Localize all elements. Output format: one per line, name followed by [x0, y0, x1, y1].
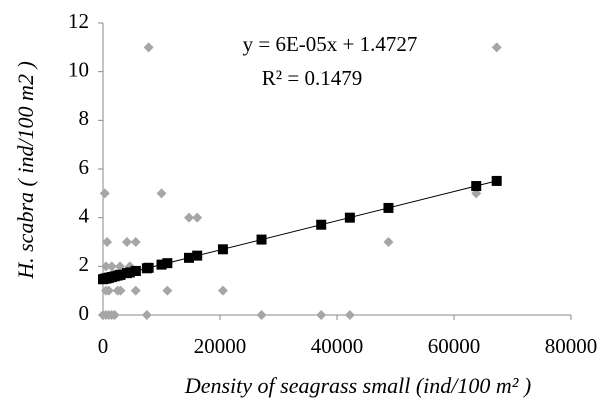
predicted-point [491, 175, 502, 186]
observed-point [183, 212, 194, 223]
x-tick-label: 40000 [311, 334, 364, 358]
observed-point [156, 188, 167, 199]
observed-point [121, 237, 132, 247]
predicted-point [344, 212, 355, 223]
observed-point [109, 310, 120, 320]
observed-point [162, 285, 173, 296]
observed-point [192, 212, 203, 223]
predicted-point [383, 202, 394, 213]
x-axis-title: Density of seagrass small (ind/100 m² ) [184, 373, 531, 398]
predicted-point [143, 262, 154, 273]
observed-point [100, 261, 111, 272]
predicted-point [183, 252, 194, 263]
x-tick-label: 0 [98, 334, 109, 358]
predicted-point [192, 250, 203, 261]
predicted-point [162, 258, 173, 269]
predicted-point [316, 219, 327, 230]
observed-point [491, 42, 502, 53]
x-tick-label: 20000 [194, 334, 247, 358]
r-squared: R² = 0.1479 [262, 66, 362, 90]
y-axis-title: H. scabra ( ind/100 m2 ) [13, 61, 38, 280]
predicted-point [130, 265, 141, 276]
predicted-point [471, 181, 482, 192]
y-tick-label: 6 [79, 155, 90, 179]
observed-point [141, 310, 152, 320]
predicted-point [256, 234, 267, 245]
y-tick-label: 8 [79, 106, 90, 130]
observed-point [102, 237, 113, 247]
predicted-point [156, 259, 167, 270]
equation: y = 6E-05x + 1.4727 [243, 32, 418, 56]
observed-point [344, 310, 355, 320]
observed-point [256, 310, 267, 320]
y-tick-label: 0 [79, 301, 90, 325]
y-tick-label: 10 [68, 57, 89, 81]
y-tick-label: 2 [79, 252, 90, 276]
predicted-point [121, 268, 132, 279]
x-tick-label: 60000 [428, 334, 481, 358]
observed-point [103, 285, 114, 296]
y-tick-label: 4 [79, 203, 90, 227]
observed-point [130, 237, 141, 247]
predicted-point [114, 269, 125, 280]
observed-point [143, 42, 154, 53]
predicted-point [106, 272, 117, 283]
observed-point [115, 285, 126, 296]
observed-point [316, 310, 327, 320]
observed-point [383, 237, 394, 247]
observed-point [106, 261, 117, 272]
observed-point [99, 188, 110, 199]
x-tick-label: 80000 [545, 334, 598, 358]
observed-point [130, 285, 141, 296]
predicted-point [217, 244, 228, 255]
predicted-point [100, 273, 111, 284]
y-tick-label: 12 [68, 9, 89, 33]
observed-point [217, 285, 228, 296]
